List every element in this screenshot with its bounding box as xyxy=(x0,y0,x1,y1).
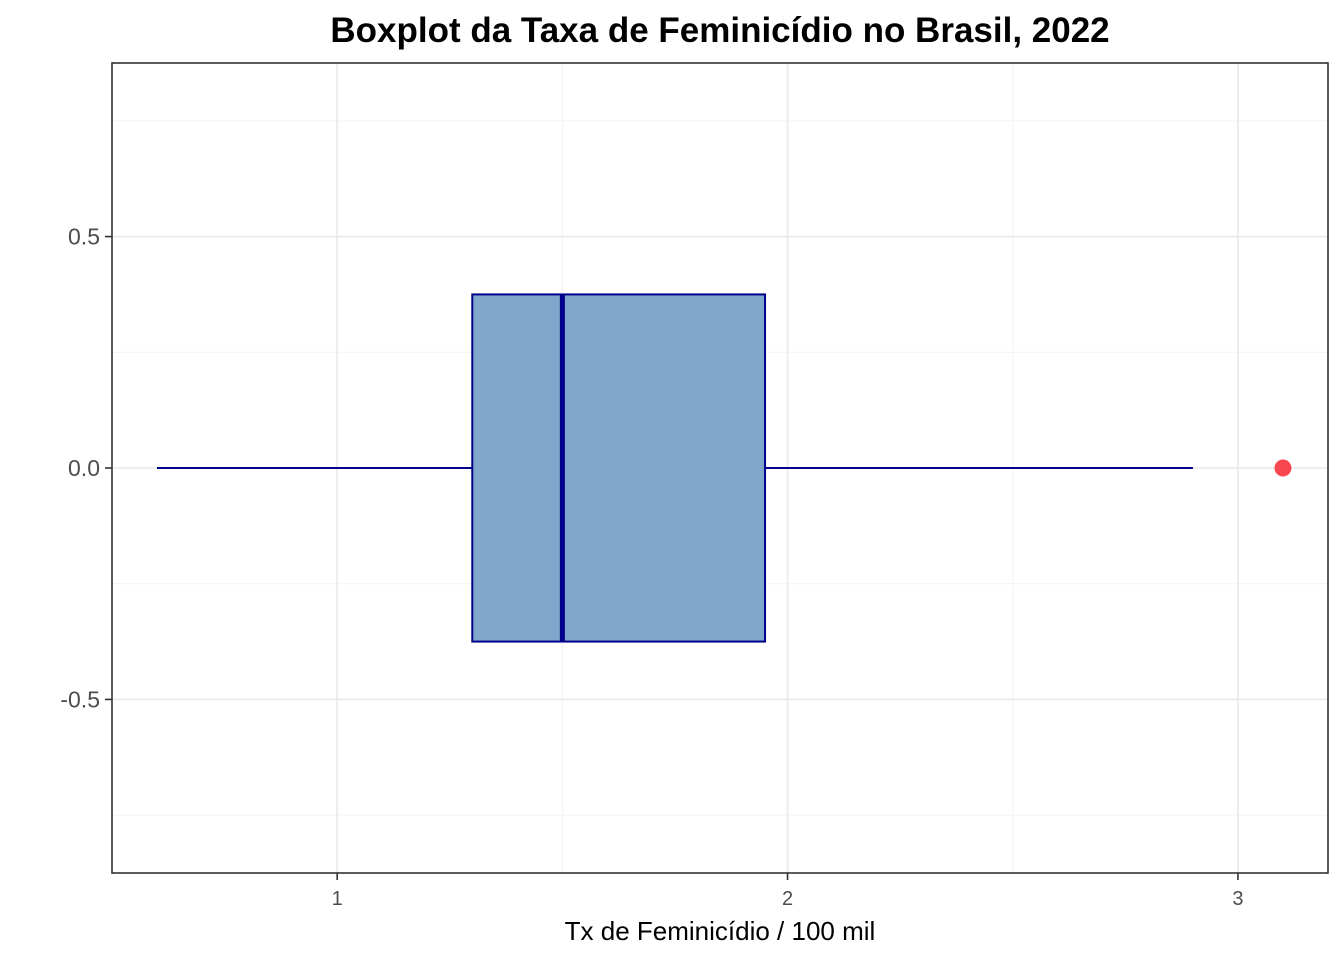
x-axis-title: Tx de Feminicídio / 100 mil xyxy=(565,916,876,946)
x-tick-label: 1 xyxy=(332,888,343,910)
y-tick-label: -0.5 xyxy=(60,686,100,712)
x-tick-label: 2 xyxy=(782,888,793,910)
chart-title: Boxplot da Taxa de Feminicídio no Brasil… xyxy=(330,11,1109,50)
x-tick-label: 3 xyxy=(1232,888,1243,910)
y-tick-label: 0.5 xyxy=(68,224,100,250)
y-tick-label: 0.0 xyxy=(68,455,100,481)
boxplot-marks xyxy=(157,293,1292,643)
axes: 1 2 3 0.5 0.0 -0.5 xyxy=(60,224,1243,910)
outlier-point xyxy=(1274,459,1292,477)
interquartile-box xyxy=(471,293,767,643)
